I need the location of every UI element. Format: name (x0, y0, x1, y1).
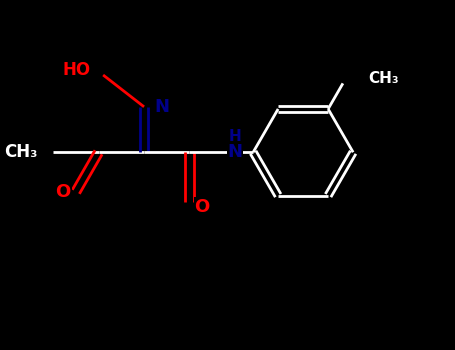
Text: CH₃: CH₃ (4, 143, 37, 161)
Text: O: O (56, 183, 71, 201)
Text: H: H (228, 129, 241, 144)
Text: O: O (195, 198, 210, 216)
Text: N: N (228, 143, 243, 161)
Text: N: N (154, 98, 169, 116)
Text: HO: HO (62, 62, 91, 79)
Text: CH₃: CH₃ (368, 71, 399, 86)
